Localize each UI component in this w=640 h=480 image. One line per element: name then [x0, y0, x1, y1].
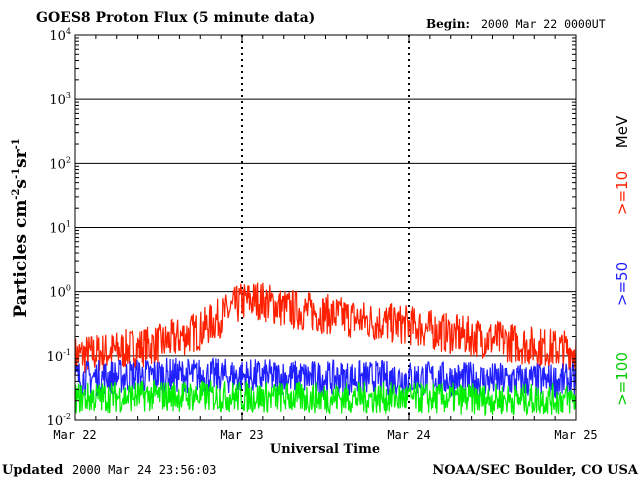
y-tick-label-exp: 0: [66, 284, 71, 293]
legend: MeV >=10 >=50 >=100: [613, 115, 631, 406]
y-tick-label-exp: 1: [66, 220, 71, 229]
y-tick-label-base: 10: [47, 350, 64, 365]
plot-area: [74, 34, 577, 421]
begin-value: 2000 Mar 22 0000UT: [481, 17, 606, 31]
x-minor-ticks: [74, 35, 577, 420]
x-tick-label: Mar 23: [220, 428, 263, 442]
y-axis-label-unit-3: sr: [11, 148, 31, 168]
decade-gridlines: [75, 98, 576, 357]
x-tick-label: Mar 24: [387, 428, 430, 442]
y-tick-label-exp: 3: [66, 91, 71, 100]
y-tick-label-base: 10: [47, 414, 64, 429]
y-tick-label: 10-1: [47, 348, 71, 365]
series-line-10mev: [74, 282, 577, 377]
begin-label: Begin:: [426, 17, 470, 31]
y-tick-label-exp: -1: [63, 348, 71, 357]
y-axis-label-unit-2: s: [11, 179, 31, 189]
y-axis-label-exp-3: -1: [11, 138, 22, 149]
legend-unit: MeV: [613, 115, 631, 148]
series-line-50mev: [74, 356, 577, 399]
y-tick-label-exp: -2: [63, 412, 71, 421]
y-tick-label-base: 10: [49, 286, 66, 301]
y-tick-label-exp: 2: [66, 155, 71, 164]
y-tick-label: 100: [49, 284, 71, 301]
y-tick-label-base: 10: [49, 157, 66, 172]
y-tick-label-exp: 4: [66, 27, 71, 36]
day-boundary-markers: [241, 35, 410, 420]
x-tick-label: Mar 25: [554, 428, 597, 442]
series-line-100mev: [74, 379, 577, 417]
credit-text: NOAA/SEC Boulder, CO USA: [432, 463, 639, 478]
x-tick-label: Mar 22: [53, 428, 96, 442]
y-tick-label: 10-2: [47, 412, 71, 429]
updated-value: 2000 Mar 24 23:56:03: [72, 463, 217, 477]
legend-entry-100mev: >=100: [613, 352, 631, 406]
y-axis-label-exp-1: -2: [11, 189, 22, 200]
y-axis-label-base: Particles cm: [11, 200, 31, 318]
y-tick-label-base: 10: [49, 222, 66, 237]
legend-entry-10mev: >=10: [613, 171, 631, 215]
y-tick-label: 101: [49, 220, 71, 237]
chart-title: GOES8 Proton Flux (5 minute data): [36, 10, 315, 26]
updated-label: Updated: [2, 463, 63, 478]
x-tick-labels: Mar 22 Mar 23 Mar 24 Mar 25: [53, 428, 597, 442]
y-tick-label: 103: [49, 91, 71, 108]
legend-entry-50mev: >=50: [613, 262, 631, 306]
y-tick-label: 102: [49, 155, 71, 172]
x-axis-label: Universal Time: [270, 442, 380, 457]
y-axis-label: Particles cm-2s-1sr-1: [11, 138, 31, 318]
y-tick-label-base: 10: [49, 93, 66, 108]
y-axis-label-exp-2: -1: [11, 168, 22, 179]
y-tick-label-base: 10: [49, 29, 66, 44]
y-tick-label: 104: [49, 27, 71, 44]
data-series: [74, 282, 577, 417]
